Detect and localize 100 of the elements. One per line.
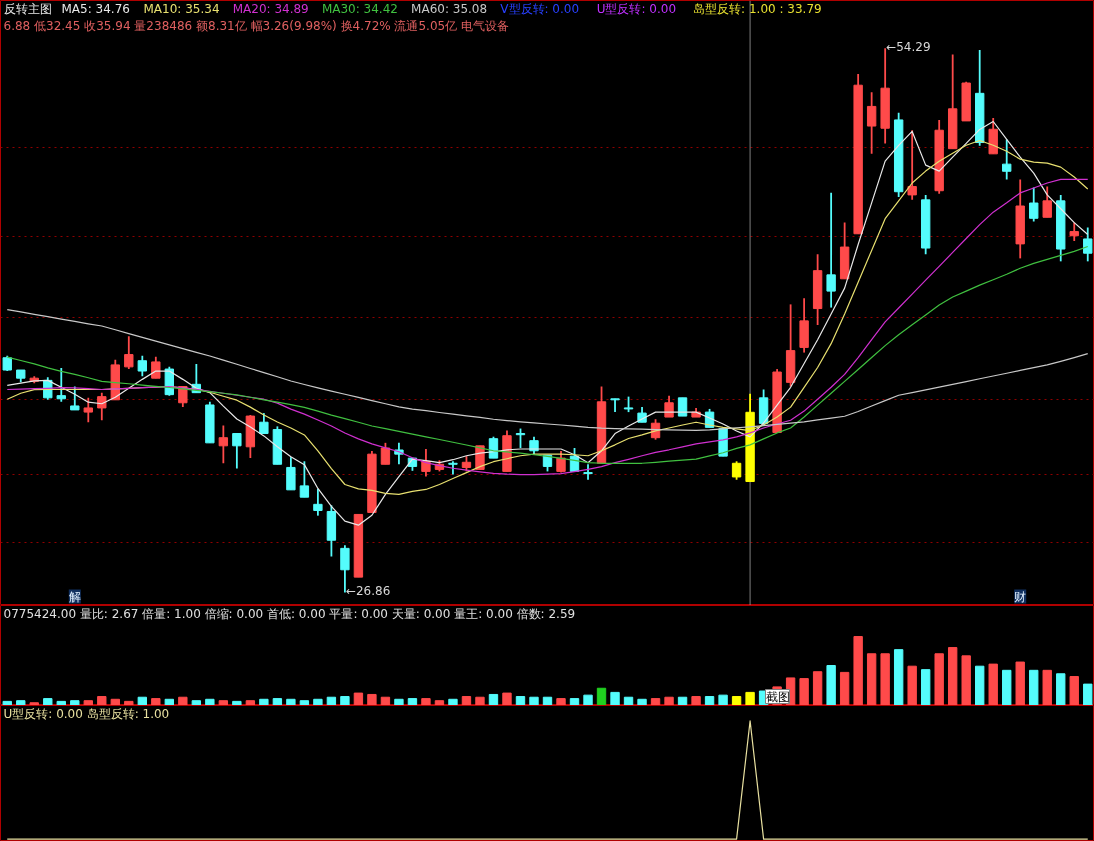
bar — [286, 698, 296, 705]
bar — [893, 649, 904, 705]
bar — [718, 694, 728, 705]
candlestick — [731, 460, 742, 481]
candlestick — [380, 441, 391, 466]
bar — [164, 698, 175, 705]
bar — [515, 696, 526, 705]
bar — [394, 698, 404, 705]
candlestick — [299, 460, 310, 499]
bar — [975, 665, 985, 705]
bar — [731, 696, 742, 705]
bar — [475, 696, 485, 705]
bar — [16, 700, 26, 705]
bar — [110, 698, 120, 705]
bar — [83, 700, 93, 705]
bar — [421, 698, 431, 705]
bar — [488, 693, 499, 705]
bar — [502, 692, 512, 705]
bar — [1029, 669, 1039, 705]
bar — [583, 694, 593, 705]
bar — [1002, 669, 1012, 705]
annotation: V型反转: 0.00 — [500, 1, 580, 16]
bar — [569, 698, 580, 705]
candlestick — [124, 335, 134, 370]
bar — [178, 696, 188, 705]
bar — [448, 698, 458, 705]
bar — [1083, 683, 1093, 705]
bar — [70, 700, 80, 705]
bar — [259, 698, 269, 705]
bar — [853, 636, 863, 705]
bar — [610, 691, 620, 705]
candlestick — [1029, 186, 1039, 223]
candlestick — [515, 427, 526, 449]
bar — [124, 700, 134, 705]
text: MA20: 34.89 — [232, 1, 309, 16]
category-label: 财 — [1014, 589, 1027, 604]
annotation: 岛型反转: 1.00 : 33.79 — [693, 1, 822, 16]
bar — [245, 700, 256, 705]
candlestick — [259, 412, 269, 435]
bar — [56, 700, 66, 705]
category-label: 解 — [68, 589, 81, 604]
text: MA5: 34.76 — [61, 1, 130, 16]
candlestick — [583, 463, 593, 481]
bar — [340, 696, 350, 705]
candlestick — [421, 448, 431, 478]
bar — [272, 698, 283, 705]
candlestick — [866, 91, 877, 155]
chart-title: U型反转: 0.00 岛型反转: 1.00 — [3, 706, 170, 721]
candlestick — [1002, 138, 1012, 181]
bar — [1056, 673, 1066, 705]
bar — [664, 696, 674, 705]
text: MA60: 35.08 — [411, 1, 488, 16]
bar — [542, 696, 553, 705]
bar — [826, 665, 836, 705]
bar — [745, 691, 755, 705]
candlestick — [556, 450, 566, 474]
bar — [380, 696, 391, 705]
bar — [407, 698, 418, 705]
candlestick — [907, 129, 917, 201]
candlestick — [1042, 185, 1052, 219]
bar — [218, 700, 229, 705]
bar — [637, 698, 647, 705]
bar — [623, 696, 634, 705]
bar — [799, 678, 809, 705]
bar — [1069, 676, 1079, 705]
bar — [205, 698, 215, 705]
candlestick — [610, 397, 620, 413]
bar — [367, 693, 377, 705]
bar — [650, 698, 661, 705]
bar — [43, 698, 53, 705]
bar — [812, 671, 823, 705]
bar — [434, 700, 445, 705]
bar — [961, 655, 971, 705]
annotation: 截图 — [765, 689, 790, 704]
candlestick — [137, 354, 147, 378]
text: MA10: 35.34 — [143, 1, 220, 16]
bar — [191, 700, 202, 705]
bar — [353, 692, 364, 705]
candlestick — [56, 367, 66, 403]
candlestick — [313, 487, 323, 517]
bar — [1015, 661, 1025, 705]
bar — [326, 696, 337, 705]
bar — [97, 696, 107, 705]
bar — [29, 702, 39, 705]
annotation: U型反转: 0.00 — [596, 1, 677, 16]
bar — [1042, 669, 1052, 705]
candlestick — [97, 391, 107, 422]
bar — [948, 647, 958, 705]
bar — [2, 700, 12, 705]
candlestick — [286, 456, 296, 491]
bar — [556, 698, 566, 705]
annotation: ←54.29 — [886, 40, 931, 55]
bar — [907, 665, 917, 705]
candlestick — [826, 191, 836, 309]
bar — [704, 696, 715, 705]
bar — [461, 696, 472, 705]
bar — [151, 698, 161, 705]
bar — [596, 687, 607, 705]
chart-title: 0775424.00 量比: 2.67 倍量: 1.00 倍缩: 0.00 首低: 0.00 平量: 0.00 天量: 0.00 量王: 0.00 倍数: 2.59 — [3, 606, 576, 621]
annotation: ←26.86 — [345, 584, 391, 599]
